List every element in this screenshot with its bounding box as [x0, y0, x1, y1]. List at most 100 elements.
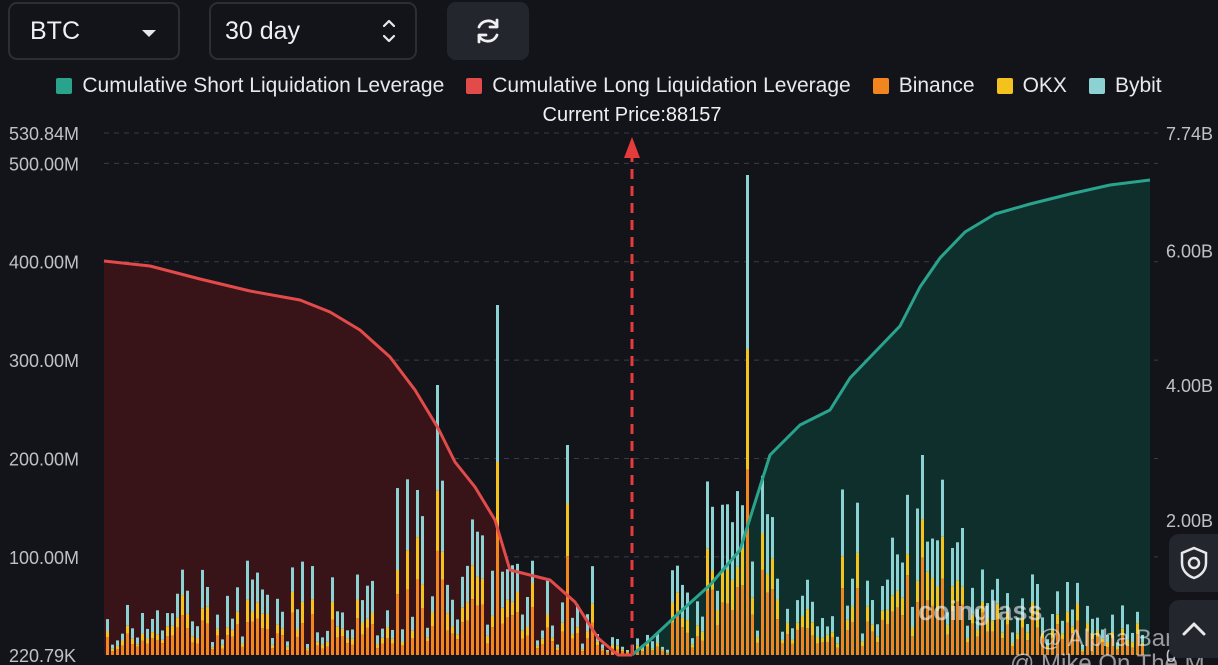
- bybit-bar[interactable]: [666, 649, 669, 653]
- binance-bar[interactable]: [961, 604, 964, 655]
- okx-bar[interactable]: [826, 634, 829, 642]
- bybit-bar[interactable]: [261, 589, 264, 614]
- bybit-bar[interactable]: [231, 618, 234, 630]
- binance-bar[interactable]: [691, 647, 694, 655]
- binance-bar[interactable]: [571, 638, 574, 655]
- okx-bar[interactable]: [366, 618, 369, 628]
- okx-bar[interactable]: [426, 637, 429, 642]
- binance-bar[interactable]: [251, 621, 254, 655]
- bybit-bar[interactable]: [1116, 642, 1119, 647]
- bybit-bar[interactable]: [906, 494, 909, 555]
- bybit-bar[interactable]: [866, 580, 869, 607]
- binance-bar[interactable]: [576, 633, 579, 655]
- okx-bar[interactable]: [841, 556, 844, 589]
- binance-bar[interactable]: [186, 628, 189, 655]
- binance-bar[interactable]: [921, 557, 924, 655]
- binance-bar[interactable]: [956, 601, 959, 655]
- bybit-bar[interactable]: [1046, 639, 1049, 646]
- binance-bar[interactable]: [461, 622, 464, 655]
- binance-bar[interactable]: [701, 640, 704, 655]
- okx-bar[interactable]: [926, 571, 929, 601]
- okx-bar[interactable]: [1051, 630, 1054, 638]
- okx-bar[interactable]: [836, 643, 839, 648]
- binance-bar[interactable]: [216, 635, 219, 655]
- okx-bar[interactable]: [1001, 632, 1004, 639]
- okx-bar[interactable]: [151, 632, 154, 639]
- bybit-bar[interactable]: [1031, 574, 1034, 603]
- okx-bar[interactable]: [231, 629, 234, 637]
- binance-bar[interactable]: [811, 635, 814, 655]
- bybit-bar[interactable]: [751, 561, 754, 598]
- bybit-bar[interactable]: [1131, 632, 1134, 643]
- bybit-bar[interactable]: [211, 642, 214, 648]
- bybit-bar[interactable]: [206, 586, 209, 607]
- okx-bar[interactable]: [726, 569, 729, 604]
- bybit-bar[interactable]: [806, 579, 809, 610]
- binance-bar[interactable]: [966, 642, 969, 655]
- bybit-bar[interactable]: [831, 616, 834, 633]
- okx-bar[interactable]: [496, 461, 499, 527]
- binance-bar[interactable]: [896, 607, 899, 655]
- binance-bar[interactable]: [746, 469, 749, 655]
- binance-bar[interactable]: [1076, 620, 1079, 655]
- bybit-bar[interactable]: [351, 629, 354, 639]
- binance-bar[interactable]: [1001, 638, 1004, 655]
- bybit-bar[interactable]: [741, 505, 744, 548]
- binance-bar[interactable]: [816, 643, 819, 655]
- bybit-bar[interactable]: [856, 502, 859, 553]
- binance-bar[interactable]: [916, 602, 919, 655]
- bybit-bar[interactable]: [681, 584, 684, 618]
- bybit-bar[interactable]: [521, 614, 524, 631]
- okx-bar[interactable]: [596, 641, 599, 646]
- binance-bar[interactable]: [206, 623, 209, 655]
- okx-bar[interactable]: [431, 612, 434, 626]
- okx-bar[interactable]: [756, 637, 759, 643]
- bybit-bar[interactable]: [1041, 617, 1044, 633]
- okx-bar[interactable]: [1086, 622, 1089, 632]
- okx-bar[interactable]: [166, 626, 169, 637]
- okx-bar[interactable]: [581, 649, 584, 652]
- bybit-bar[interactable]: [966, 625, 969, 639]
- bybit-bar[interactable]: [531, 560, 534, 584]
- binance-bar[interactable]: [861, 645, 864, 655]
- bybit-bar[interactable]: [916, 508, 919, 581]
- bybit-bar[interactable]: [756, 630, 759, 638]
- binance-bar[interactable]: [371, 624, 374, 655]
- binance-bar[interactable]: [1091, 639, 1094, 655]
- bybit-bar[interactable]: [651, 641, 654, 649]
- bybit-bar[interactable]: [1061, 620, 1064, 634]
- legend-okx[interactable]: OKX: [996, 74, 1067, 98]
- okx-bar[interactable]: [831, 632, 834, 638]
- bybit-bar[interactable]: [826, 626, 829, 635]
- binance-bar[interactable]: [436, 550, 439, 655]
- bybit-bar[interactable]: [481, 535, 484, 579]
- binance-bar[interactable]: [136, 646, 139, 655]
- binance-bar[interactable]: [976, 636, 979, 655]
- legend-binance[interactable]: Binance: [872, 74, 975, 98]
- binance-bar[interactable]: [581, 651, 584, 655]
- okx-bar[interactable]: [701, 631, 704, 641]
- bybit-bar[interactable]: [1086, 605, 1089, 623]
- binance-bar[interactable]: [406, 589, 409, 655]
- okx-bar[interactable]: [936, 586, 939, 612]
- binance-bar[interactable]: [306, 650, 309, 655]
- binance-bar[interactable]: [1036, 627, 1039, 655]
- okx-bar[interactable]: [886, 609, 889, 625]
- binance-bar[interactable]: [556, 650, 559, 655]
- okx-bar[interactable]: [706, 548, 709, 591]
- binance-bar[interactable]: [456, 639, 459, 655]
- binance-bar[interactable]: [866, 621, 869, 655]
- binance-bar[interactable]: [296, 636, 299, 655]
- binance-bar[interactable]: [271, 648, 274, 655]
- bybit-bar[interactable]: [1126, 624, 1129, 640]
- okx-bar[interactable]: [961, 586, 964, 605]
- binance-bar[interactable]: [1111, 638, 1114, 655]
- okx-bar[interactable]: [351, 638, 354, 645]
- binance-bar[interactable]: [241, 646, 244, 655]
- okx-bar[interactable]: [396, 570, 399, 595]
- okx-bar[interactable]: [966, 638, 969, 643]
- bybit-bar[interactable]: [396, 488, 399, 571]
- bybit-bar[interactable]: [431, 596, 434, 613]
- scroll-top-button[interactable]: [1169, 600, 1218, 658]
- binance-bar[interactable]: [126, 633, 129, 655]
